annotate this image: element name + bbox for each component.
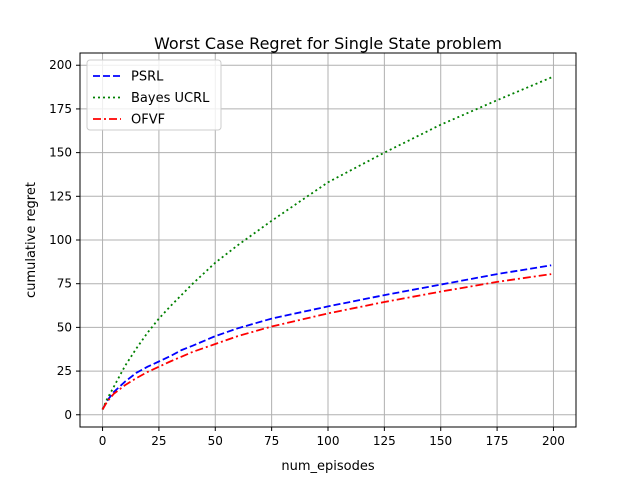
x-tick-label: 0 [99, 434, 107, 448]
x-tick-label: 150 [429, 434, 452, 448]
x-axis-label: num_episodes [281, 459, 374, 474]
x-tick-label: 125 [373, 434, 396, 448]
series-line-psrl [101, 264, 552, 410]
y-axis: 0 25 50 75 100 125 150 175 200 [49, 58, 80, 422]
y-tick-label: 200 [49, 58, 72, 72]
legend-label: OFVF [131, 113, 165, 128]
x-tick-label: 100 [317, 434, 340, 448]
x-tick-label: 200 [542, 434, 565, 448]
x-axis: 0 25 50 75 100 125 150 175 200 [99, 427, 565, 448]
y-tick-label: 0 [64, 408, 72, 422]
x-tick-label: 50 [208, 434, 223, 448]
x-tick-label: 175 [486, 434, 509, 448]
legend-frame [86, 59, 222, 131]
series-layer [101, 76, 552, 410]
series-line-ofvf [101, 273, 552, 410]
y-tick-label: 175 [49, 102, 72, 116]
y-tick-label: 100 [49, 233, 72, 247]
y-tick-label: 75 [57, 277, 72, 291]
legend-label: PSRL [131, 70, 164, 85]
legend: PSRL Bayes UCRL OFVF [86, 59, 222, 131]
y-tick-label: 150 [49, 146, 72, 160]
y-axis-label: cumulative regret [24, 182, 39, 298]
chart-title: Worst Case Regret for Single State probl… [154, 34, 502, 53]
series-line-bayes-ucrl [101, 76, 552, 410]
y-tick-label: 50 [57, 320, 72, 334]
y-tick-label: 25 [57, 364, 72, 378]
y-tick-label: 125 [49, 189, 72, 203]
x-tick-label: 25 [151, 434, 166, 448]
legend-label: Bayes UCRL [131, 91, 210, 106]
x-tick-label: 75 [264, 434, 279, 448]
